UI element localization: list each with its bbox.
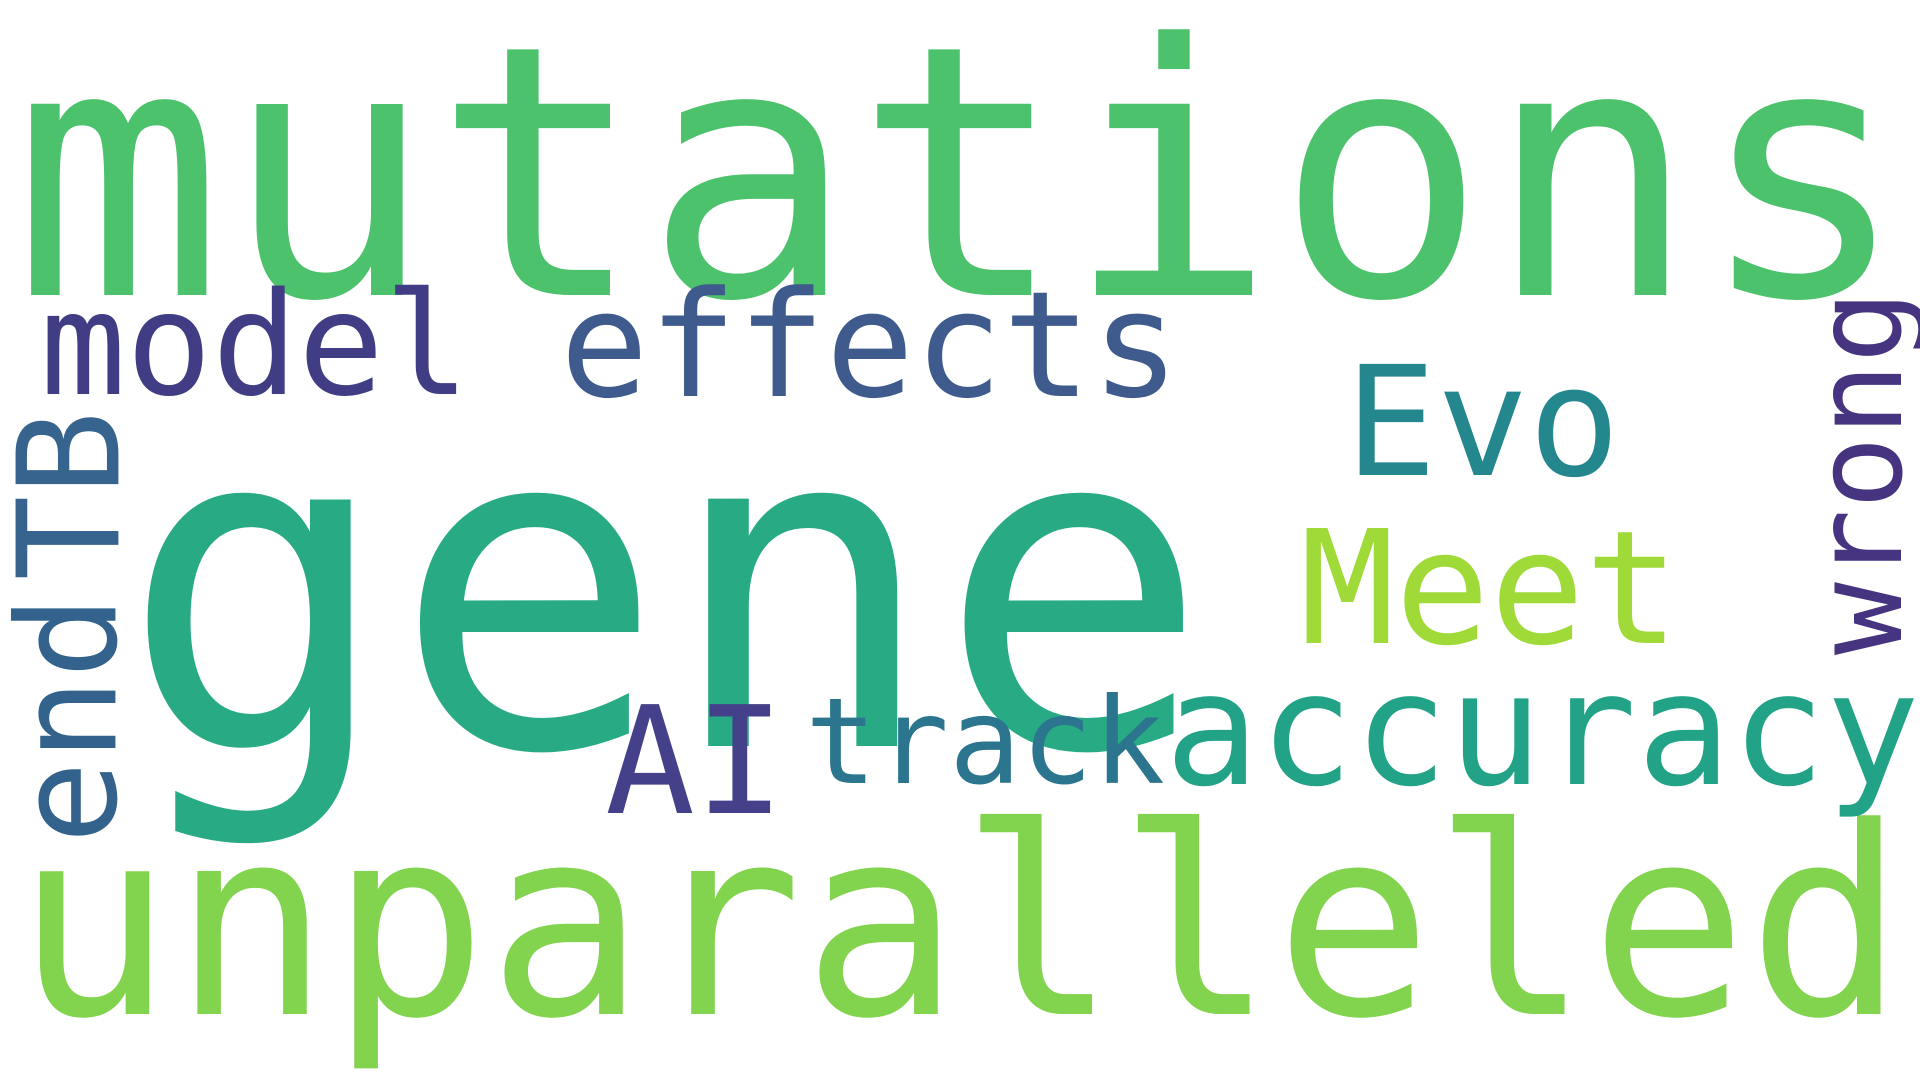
word-tb: TB bbox=[0, 410, 152, 580]
word-evo: Evo bbox=[1345, 333, 1621, 511]
word-mutations: mutations bbox=[12, 0, 1908, 378]
word-effects: effects bbox=[560, 258, 1180, 431]
word-meet: Meet bbox=[1300, 498, 1680, 681]
word-model: model bbox=[40, 260, 470, 428]
word-gene: gene bbox=[120, 326, 1210, 853]
word-ai: AI bbox=[605, 675, 785, 849]
word-end: end bbox=[0, 595, 149, 844]
word-unparalleled: unparalleled bbox=[15, 771, 1905, 1076]
word-wrong: wrong bbox=[1787, 290, 1920, 656]
word-accuracy: accuracy bbox=[1164, 637, 1920, 821]
word-track: track bbox=[805, 672, 1166, 812]
